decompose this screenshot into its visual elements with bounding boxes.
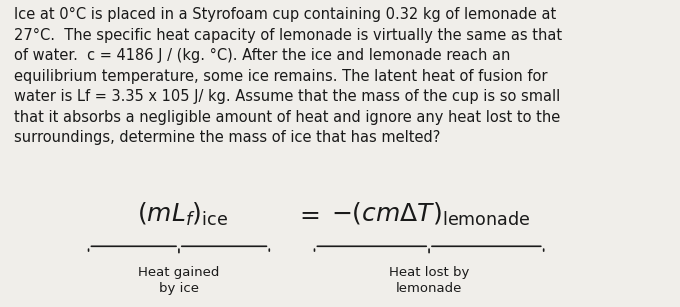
Text: Heat gained
by ice: Heat gained by ice bbox=[138, 266, 220, 295]
Text: $-\left(cm\Delta T\right)_{\mathrm{lemonade}}$: $-\left(cm\Delta T\right)_{\mathrm{lemon… bbox=[331, 201, 530, 228]
Text: Ice at 0°C is placed in a Styrofoam cup containing 0.32 kg of lemonade at
27°C. : Ice at 0°C is placed in a Styrofoam cup … bbox=[14, 7, 562, 145]
Text: $=$: $=$ bbox=[296, 203, 320, 226]
Text: $\left(mL_f\right)_{\mathrm{ice}}$: $\left(mL_f\right)_{\mathrm{ice}}$ bbox=[137, 201, 228, 228]
Text: Heat lost by
lemonade: Heat lost by lemonade bbox=[389, 266, 469, 295]
